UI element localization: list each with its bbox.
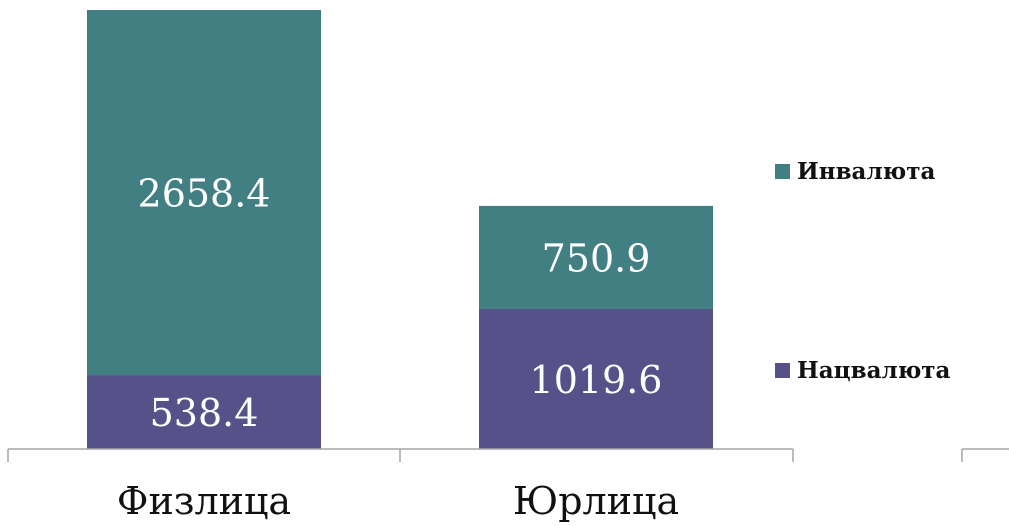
- legend: Инвалюта Нацвалюта: [775, 158, 951, 384]
- category-label-yurlica: Юрлица: [513, 479, 679, 523]
- value-label-nacvaluta-fizlica: 538.4: [150, 391, 259, 435]
- bar-nacvaluta-fizlica: [87, 375, 321, 449]
- bars-layer: [87, 10, 713, 449]
- bar-invaluta-fizlica: [87, 10, 321, 376]
- value-label-invaluta-fizlica: 2658.4: [138, 172, 271, 216]
- category-label-fizlica: Физлица: [117, 479, 291, 523]
- legend-label-invaluta: Инвалюта: [797, 158, 936, 185]
- value-label-nacvaluta-yurlica: 1019.6: [530, 358, 663, 402]
- bar-invaluta-yurlica: [479, 205, 713, 309]
- value-labels-layer: 538.4 2658.4 1019.6 750.9: [138, 172, 663, 436]
- category-labels-layer: Физлица Юрлица: [117, 479, 679, 523]
- category-axis: [7, 448, 1009, 462]
- legend-swatch-nacvaluta: [775, 363, 790, 378]
- value-label-invaluta-yurlica: 750.9: [542, 236, 651, 280]
- legend-swatch-invaluta: [775, 164, 790, 179]
- legend-label-nacvaluta: Нацвалюта: [797, 357, 951, 384]
- bar-nacvaluta-yurlica: [479, 308, 713, 449]
